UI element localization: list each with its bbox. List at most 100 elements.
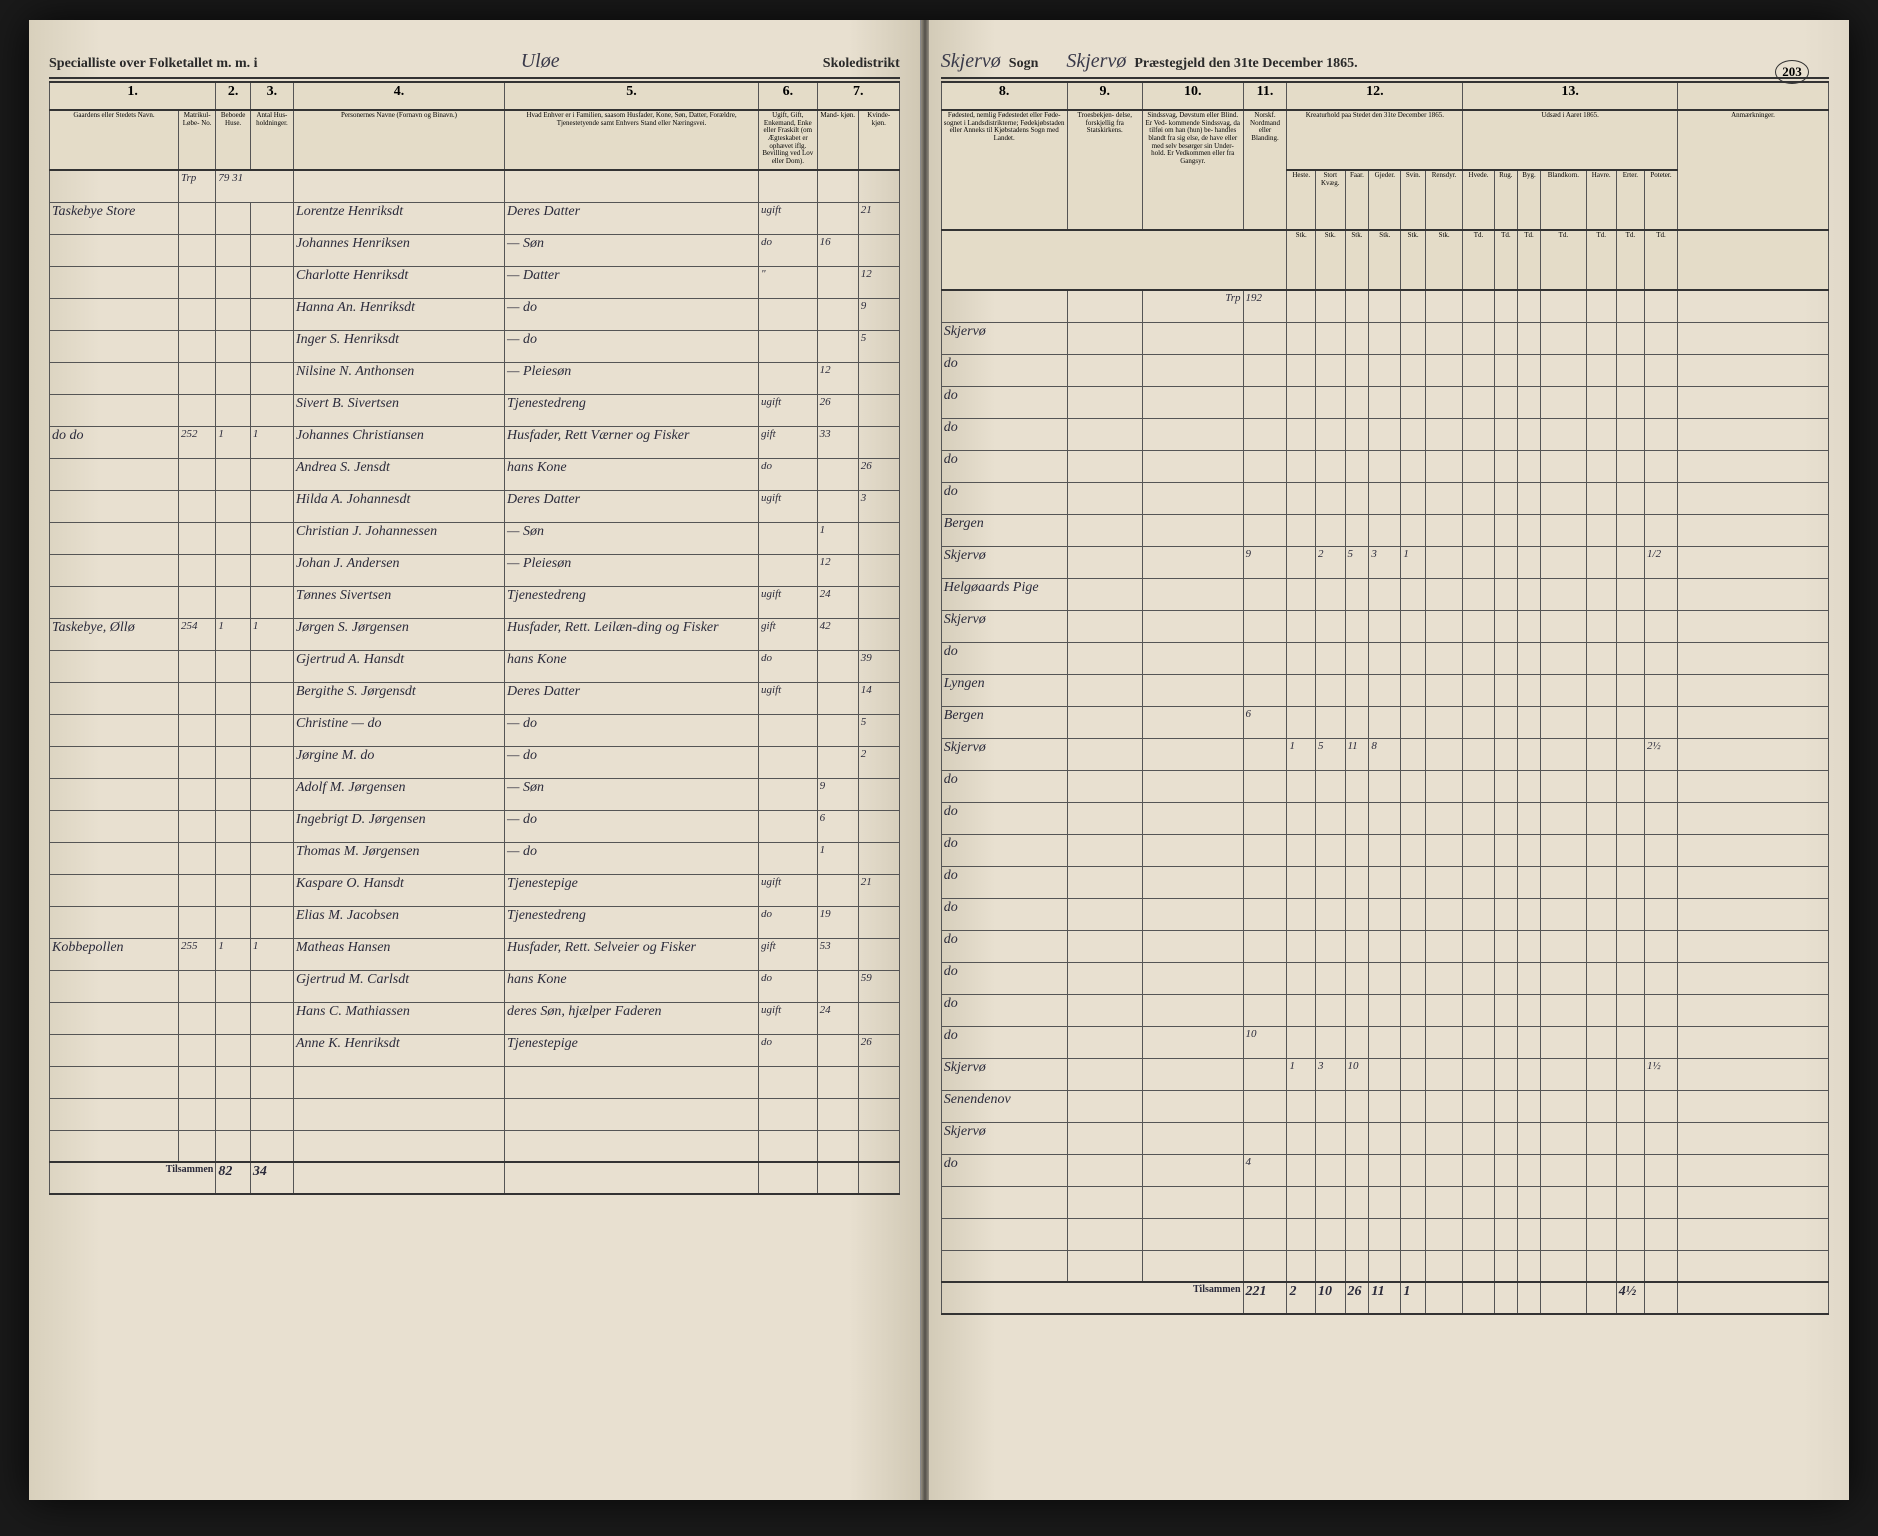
carry-row: Trp79 31: [50, 170, 900, 202]
table-row: Skjervø 1310 1½: [941, 1058, 1828, 1090]
empty-row: [50, 1130, 900, 1162]
table-row: do do 252 1 1 Johannes Christiansen Husf…: [50, 426, 900, 458]
parish-label: Præstegjeld den 31te December 1865.: [1134, 56, 1357, 72]
col-6-sub: Ugift, Gift, Enkemand, Enke eller Fraski…: [759, 110, 818, 170]
empty-row: [941, 1186, 1828, 1218]
table-row: Skjervø: [941, 610, 1828, 642]
table-row: Bergen: [941, 514, 1828, 546]
census-book: Specialliste over Folketallet m. m. i Ul…: [29, 20, 1849, 1500]
table-row: do: [941, 802, 1828, 834]
table-row: do: [941, 866, 1828, 898]
col-9-sub: Troesbekjen- delse, forskjellig fra Stat…: [1067, 110, 1142, 230]
col-1-sub: Gaardens eller Stedets Navn.: [50, 110, 179, 170]
table-row: Kobbepollen 255 1 1 Matheas Hansen Husfa…: [50, 938, 900, 970]
table-row: Gjertrud M. Carlsdt hans Kone do 59: [50, 970, 900, 1002]
col-8: 8.: [941, 82, 1067, 110]
table-row: Elias M. Jacobsen Tjenestedreng do 19: [50, 906, 900, 938]
school-label: Skoledistrikt: [823, 56, 900, 72]
right-table: 8. 9. 10. 11. 12. 13. Fødested, nemlig F…: [941, 81, 1829, 1315]
table-row: Anne K. Henriksdt Tjenestepige do 26: [50, 1034, 900, 1066]
table-row: Skjervø 9 25 31 1/2: [941, 546, 1828, 578]
table-row: Bergithe S. Jørgensdt Deres Datter ugift…: [50, 682, 900, 714]
col-5: 5.: [505, 82, 759, 110]
table-row: Hilda A. Johannesdt Deres Datter ugift 3: [50, 490, 900, 522]
page-number: 203: [1775, 60, 1809, 84]
table-row: do: [941, 994, 1828, 1026]
right-page: 203 Skjervø Sogn Skjervø Præstegjeld den…: [921, 20, 1849, 1500]
parish-name: Skjervø: [1066, 50, 1126, 73]
table-row: Kaspare O. Hansdt Tjenestepige ugift 21: [50, 874, 900, 906]
table-row: Sivert B. Sivertsen Tjenestedreng ugift …: [50, 394, 900, 426]
left-table: 1. 2. 3. 4. 5. 6. 7. Gaardens eller Sted…: [49, 81, 900, 1195]
table-row: Skjervø: [941, 1122, 1828, 1154]
col-5-sub: Hvad Enhver er i Familien, saasom Husfad…: [505, 110, 759, 170]
right-totals: Tilsammen 221 2 10 26 11 1 4½: [941, 1282, 1828, 1314]
table-row: do: [941, 354, 1828, 386]
table-row: Ingebrigt D. Jørgensen — do 6: [50, 810, 900, 842]
table-row: Nilsine N. Anthonsen — Pleiesøn 12: [50, 362, 900, 394]
table-row: Helgøaards Pige: [941, 578, 1828, 610]
table-row: Andrea S. Jensdt hans Kone do 26: [50, 458, 900, 490]
left-page: Specialliste over Folketallet m. m. i Ul…: [29, 20, 921, 1500]
header-title: Specialliste over Folketallet m. m. i: [49, 56, 258, 72]
col-9: 9.: [1067, 82, 1142, 110]
table-row: do 10: [941, 1026, 1828, 1058]
table-row: Charlotte Henriksdt — Datter " 12: [50, 266, 900, 298]
col-11: 11.: [1243, 82, 1287, 110]
carry-row-right: Trp192: [941, 290, 1828, 322]
table-row: Johan J. Andersen — Pleiesøn 12: [50, 554, 900, 586]
table-row: do: [941, 450, 1828, 482]
table-row: do: [941, 386, 1828, 418]
table-row: Senendenov: [941, 1090, 1828, 1122]
table-row: do: [941, 642, 1828, 674]
col-10-sub: Sindssvag, Døvstum eller Blind. Er Ved- …: [1142, 110, 1243, 230]
table-row: Inger S. Henriksdt — do 5: [50, 330, 900, 362]
table-row: Bergen 6: [941, 706, 1828, 738]
table-row: Lyngen: [941, 674, 1828, 706]
table-row: Skjervø 1511 8 2½: [941, 738, 1828, 770]
right-header: Skjervø Sogn Skjervø Præstegjeld den 31t…: [941, 50, 1829, 79]
col-7a-sub: Mand- kjøn.: [817, 110, 858, 170]
empty-row: [50, 1098, 900, 1130]
col-11-sub: Norskf. Nordmand eller Blanding.: [1243, 110, 1287, 230]
col-3: 3.: [250, 82, 293, 110]
table-row: Jørgine M. do — do 2: [50, 746, 900, 778]
col-12: 12.: [1287, 82, 1463, 110]
table-row: Johannes Henriksen — Søn do 16: [50, 234, 900, 266]
empty-row: [941, 1218, 1828, 1250]
col-4-sub: Personernes Navne (Fornavn og Binavn.): [293, 110, 504, 170]
table-row: Thomas M. Jørgensen — do 1: [50, 842, 900, 874]
col-3-sub: Antal Hus- holdninger.: [250, 110, 293, 170]
col-13: 13.: [1463, 82, 1678, 110]
col-8-sub: Fødested, nemlig Fødestedet eller Føde- …: [941, 110, 1067, 230]
table-row: do: [941, 962, 1828, 994]
table-row: Adolf M. Jørgensen — Søn 9: [50, 778, 900, 810]
col-1: 1.: [50, 82, 216, 110]
table-row: Hanna An. Henriksdt — do 9: [50, 298, 900, 330]
left-header: Specialliste over Folketallet m. m. i Ul…: [49, 50, 900, 79]
col-10: 10.: [1142, 82, 1243, 110]
sogn-name: Skjervø: [941, 50, 1001, 73]
table-row: do: [941, 898, 1828, 930]
table-row: Christian J. Johannessen — Søn 1: [50, 522, 900, 554]
col-1-sub2: Matrikul- Løbe- No.: [179, 110, 216, 170]
table-row: Gjertrud A. Hansdt hans Kone do 39: [50, 650, 900, 682]
empty-row: [941, 1250, 1828, 1282]
col-13-sub: Udsæd i Aaret 1865.: [1463, 110, 1678, 170]
table-row: Christine — do — do 5: [50, 714, 900, 746]
table-row: Tønnes Sivertsen Tjenestedreng ugift 24: [50, 586, 900, 618]
col-12-sub: Kreaturhold paa Stedet den 31te December…: [1287, 110, 1463, 170]
sogn-label: Sogn: [1009, 56, 1039, 72]
table-row: Skjervø: [941, 322, 1828, 354]
col-anm: Anmærkninger.: [1677, 110, 1828, 230]
district-name: Uløe: [266, 50, 815, 73]
table-row: Hans C. Mathiassen deres Søn, hjælper Fa…: [50, 1002, 900, 1034]
left-totals: Tilsammen 82 34: [50, 1162, 900, 1194]
col-2: 2.: [216, 82, 251, 110]
table-row: do: [941, 770, 1828, 802]
empty-row: [50, 1066, 900, 1098]
table-row: Taskebye, Øllø 254 1 1 Jørgen S. Jørgens…: [50, 618, 900, 650]
table-row: do 4: [941, 1154, 1828, 1186]
book-spine: [921, 20, 929, 1500]
table-row: do: [941, 834, 1828, 866]
